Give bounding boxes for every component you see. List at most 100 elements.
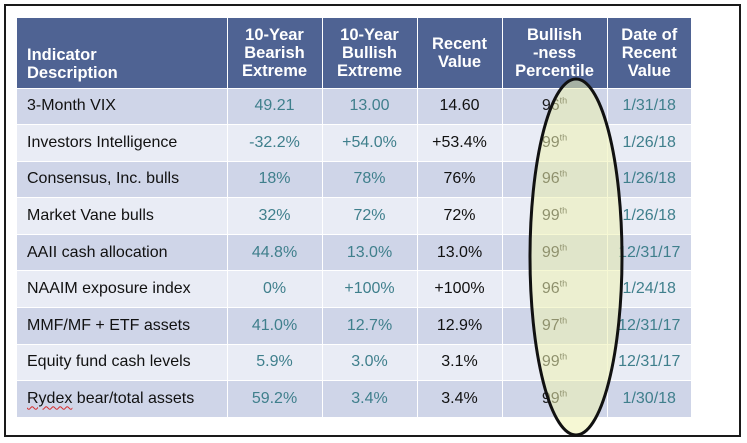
indicator-description-cell: NAAIM exposure index — [17, 270, 228, 308]
bullishness-percentile-cell: 96th — [502, 160, 608, 198]
date-of-recent-value-cell: 1/26/18 — [607, 124, 691, 162]
bearish-extreme-cell: 0% — [227, 270, 323, 308]
date-of-recent-value-cell: 12/31/17 — [607, 343, 691, 381]
percentile-value: 99 — [541, 133, 560, 151]
bullishness-percentile-cell: 97th — [502, 307, 608, 345]
percentile-value: 99 — [541, 243, 560, 261]
table-row: AAII cash allocation 44.8% 13.0% 13.0% 99th 1… — [17, 233, 691, 271]
indicator-name: Equity fund cash levels — [27, 353, 191, 371]
percentile-value: 96 — [541, 97, 560, 115]
recent-value-cell: 72% — [417, 197, 503, 235]
percentile-ordinal-suffix: th — [559, 388, 568, 399]
percentile-value: 96 — [541, 170, 560, 188]
bullish-extreme-cell: +54.0% — [322, 124, 418, 162]
table-row: Equity fund cash levels 5.9% 3.0% 3.1% 99th 1… — [17, 343, 691, 381]
bearish-extreme-cell: 5.9% — [227, 343, 323, 381]
table-body: 3-Month VIX 49.21 13.00 14.60 96th 1/31/18 Inv… — [17, 87, 691, 418]
date-of-recent-value-cell: 1/26/18 — [607, 160, 691, 198]
percentile-ordinal-suffix: th — [559, 169, 568, 180]
header-date-of-recent-value: Date of Recent Value — [607, 18, 691, 88]
indicator-description-cell: Investors Intelligence — [17, 124, 228, 162]
recent-value-cell: 13.0% — [417, 233, 503, 271]
indicator-name: NAAIM exposure index — [27, 280, 191, 298]
bullishness-percentile-cell: 99th — [502, 380, 608, 418]
table-row: Consensus, Inc. bulls 18% 78% 76% 96th 1/26/1… — [17, 160, 691, 198]
indicator-name: AAII cash allocation — [27, 243, 168, 261]
percentile-value: 96 — [541, 280, 560, 298]
date-of-recent-value-cell: 12/31/17 — [607, 233, 691, 271]
recent-value-cell: +53.4% — [417, 124, 503, 162]
bullish-extreme-cell: 72% — [322, 197, 418, 235]
percentile-value: 99 — [541, 390, 560, 408]
bearish-extreme-cell: 18% — [227, 160, 323, 198]
indicator-description-cell: MMF/MF + ETF assets — [17, 307, 228, 345]
bullish-extreme-cell: 12.7% — [322, 307, 418, 345]
indicator-name: Consensus, Inc. bulls — [27, 170, 180, 188]
percentile-ordinal-suffix: th — [559, 95, 568, 106]
percentile-ordinal-suffix: th — [559, 205, 568, 216]
header-recent-value: Recent Value — [417, 18, 503, 88]
bearish-extreme-cell: 32% — [227, 197, 323, 235]
bullishness-percentile-cell: 99th — [502, 197, 608, 235]
table-row: NAAIM exposure index 0% +100% +100% 96th 1/24… — [17, 270, 691, 308]
indicator-description-cell: AAII cash allocation — [17, 233, 228, 271]
indicator-name: MMF/MF + ETF assets — [27, 316, 191, 334]
bullishness-percentile-cell: 99th — [502, 343, 608, 381]
sentiment-indicator-table: Indicator Description 10-Year Bearish Ex… — [17, 18, 691, 418]
bullish-extreme-cell: 13.0% — [322, 233, 418, 271]
recent-value-cell: 3.4% — [417, 380, 503, 418]
bullishness-percentile-cell: 96th — [502, 87, 608, 125]
indicator-name: Investors Intelligence — [27, 133, 178, 151]
percentile-ordinal-suffix: th — [559, 352, 568, 363]
date-of-recent-value-cell: 1/30/18 — [607, 380, 691, 418]
percentile-ordinal-suffix: th — [559, 315, 568, 326]
table-row: Investors Intelligence -32.2% +54.0% +53.4%… — [17, 124, 691, 162]
percentile-ordinal-suffix: th — [559, 278, 568, 289]
table-row: 3-Month VIX 49.21 13.00 14.60 96th 1/31/18 — [17, 87, 691, 125]
table-row: Market Vane bulls 32% 72% 72% 99th 1/26/18 — [17, 197, 691, 235]
bullish-extreme-cell: 13.00 — [322, 87, 418, 125]
recent-value-cell: 12.9% — [417, 307, 503, 345]
date-of-recent-value-cell: 1/24/18 — [607, 270, 691, 308]
indicator-description-cell: Rydex bear/total assets — [17, 380, 228, 418]
bullish-extreme-cell: +100% — [322, 270, 418, 308]
bullishness-percentile-cell: 96th — [502, 270, 608, 308]
date-of-recent-value-cell: 1/26/18 — [607, 197, 691, 235]
recent-value-cell: 76% — [417, 160, 503, 198]
recent-value-cell: 14.60 — [417, 87, 503, 125]
percentile-ordinal-suffix: th — [559, 132, 568, 143]
header-row: Indicator Description 10-Year Bearish Ex… — [17, 18, 691, 88]
percentile-value: 99 — [541, 207, 560, 225]
table-row: Rydex bear/total assets 59.2% 3.4% 3.4% 99th… — [17, 380, 691, 418]
bullishness-percentile-cell: 99th — [502, 233, 608, 271]
indicator-name: 3-Month VIX — [27, 97, 116, 115]
recent-value-cell: 3.1% — [417, 343, 503, 381]
date-of-recent-value-cell: 1/31/18 — [607, 87, 691, 125]
percentile-ordinal-suffix: th — [559, 242, 568, 253]
header-bullish-extreme: 10-Year Bullish Extreme — [322, 18, 418, 88]
indicator-description-cell: Consensus, Inc. bulls — [17, 160, 228, 198]
bullish-extreme-cell: 3.4% — [322, 380, 418, 418]
header-bullishness-percentile: Bullish -ness Percentile — [502, 18, 608, 88]
date-of-recent-value-cell: 12/31/17 — [607, 307, 691, 345]
bearish-extreme-cell: 44.8% — [227, 233, 323, 271]
bullish-extreme-cell: 78% — [322, 160, 418, 198]
indicator-description-cell: Equity fund cash levels — [17, 343, 228, 381]
indicator-name: Market Vane bulls — [27, 207, 154, 225]
header-indicator-description: Indicator Description — [17, 18, 228, 88]
indicator-name-rest: bear/total assets — [72, 390, 195, 408]
indicator-description-cell: Market Vane bulls — [17, 197, 228, 235]
indicator-name: Rydex — [27, 390, 73, 408]
header-bearish-extreme: 10-Year Bearish Extreme — [227, 18, 323, 88]
bearish-extreme-cell: 49.21 — [227, 87, 323, 125]
percentile-value: 99 — [541, 353, 560, 371]
table-row: MMF/MF + ETF assets 41.0% 12.7% 12.9% 97th 12… — [17, 307, 691, 345]
bullish-extreme-cell: 3.0% — [322, 343, 418, 381]
bullishness-percentile-cell: 99th — [502, 124, 608, 162]
recent-value-cell: +100% — [417, 270, 503, 308]
bearish-extreme-cell: -32.2% — [227, 124, 323, 162]
bearish-extreme-cell: 59.2% — [227, 380, 323, 418]
bearish-extreme-cell: 41.0% — [227, 307, 323, 345]
percentile-value: 97 — [541, 316, 560, 334]
indicator-description-cell: 3-Month VIX — [17, 87, 228, 125]
